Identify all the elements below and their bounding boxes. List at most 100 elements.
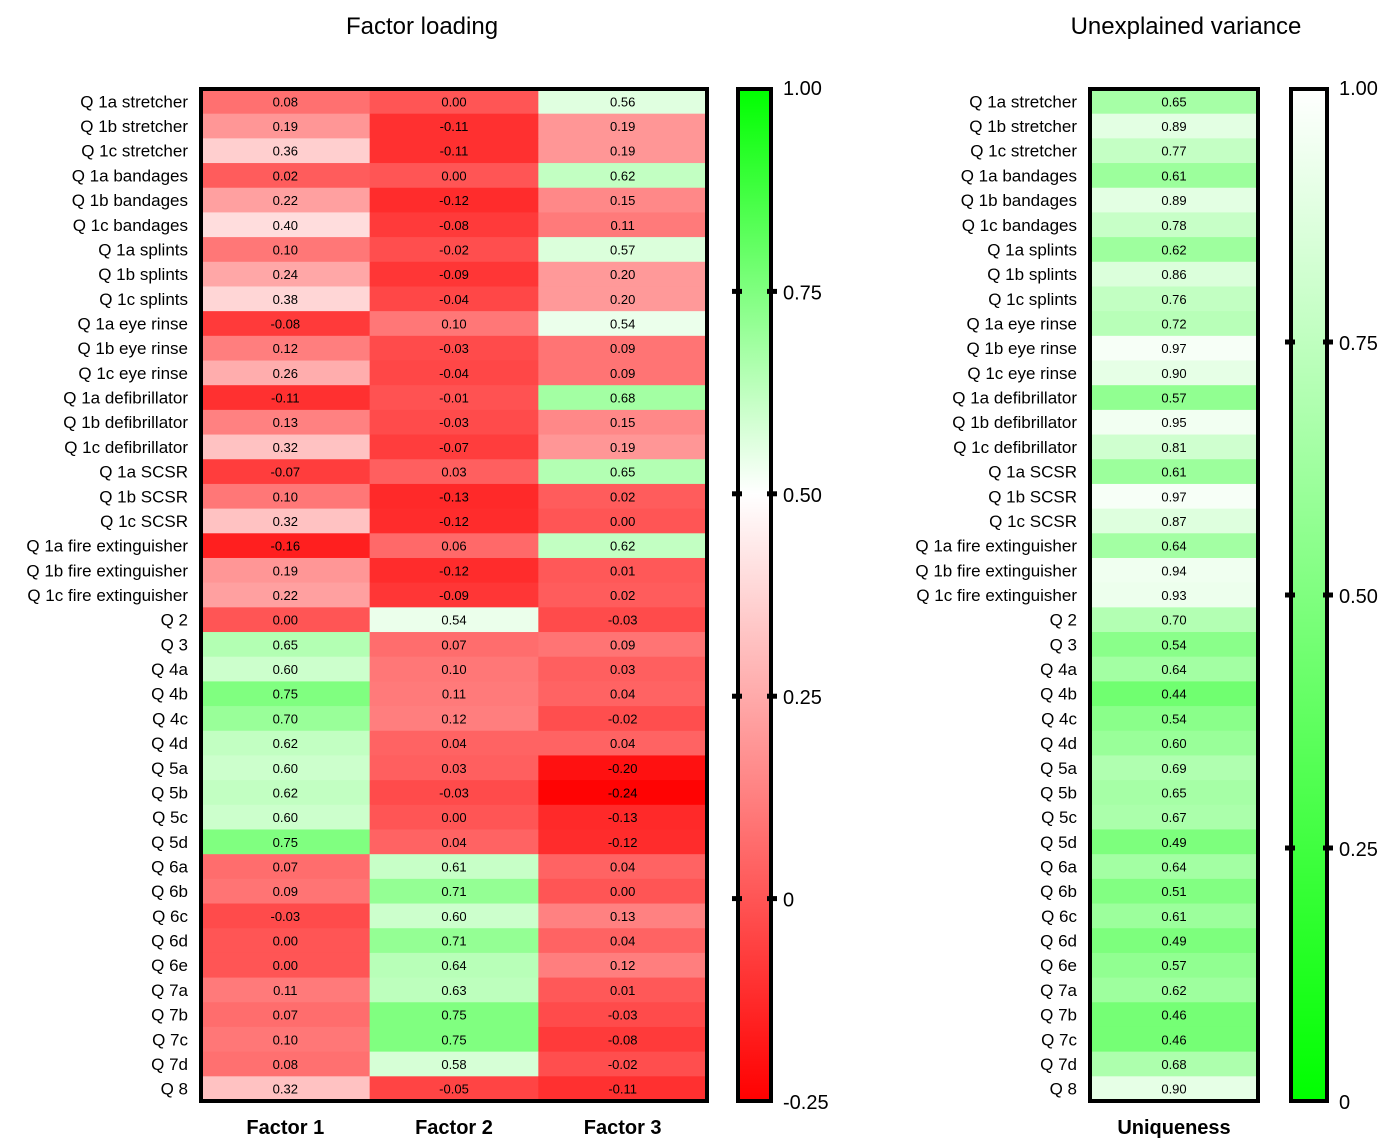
cell-value-label: 0.08 bbox=[273, 1057, 298, 1072]
cell-value-label: 0.00 bbox=[273, 934, 298, 949]
cell-value-label: 0.04 bbox=[610, 934, 635, 949]
cell-value-label: 0.02 bbox=[610, 489, 635, 504]
cell-value-label: 0.95 bbox=[1161, 415, 1186, 430]
cell-value-label: 0.04 bbox=[610, 860, 635, 875]
row-label: Q 1c stretcher bbox=[81, 142, 188, 161]
row-label: Q 1a bandages bbox=[961, 166, 1077, 185]
cell-value-label: 0.13 bbox=[273, 415, 298, 430]
cell-value-label: 0.04 bbox=[610, 687, 635, 702]
cell-value-label: 0.10 bbox=[273, 1032, 298, 1047]
cell-value-label: 0.00 bbox=[441, 94, 466, 109]
row-label: Q 6a bbox=[151, 858, 188, 877]
row-label: Q 5a bbox=[151, 759, 188, 778]
heatmap-cell bbox=[201, 483, 371, 510]
heatmap-cell bbox=[1090, 706, 1259, 732]
unexplained-variance-row-labels: Q 1a stretcher Q 1b stretcher Q 1c stretch… bbox=[915, 92, 1077, 1098]
cell-value-label: -0.11 bbox=[608, 1082, 637, 1097]
cell-value-label: -0.03 bbox=[271, 909, 301, 924]
cell-value-label: 0.93 bbox=[1161, 588, 1186, 603]
cell-value-label: 0.10 bbox=[441, 316, 466, 331]
row-label: Q 4d bbox=[151, 734, 188, 753]
row-label: Q 1c SCSR bbox=[100, 512, 188, 531]
heatmap-cell bbox=[538, 607, 708, 633]
cell-value-label: 0.19 bbox=[273, 119, 298, 134]
heatmap-cell bbox=[369, 780, 539, 806]
colorbar-tick-label: 0.75 bbox=[783, 282, 822, 304]
row-label: Q 6a bbox=[1040, 858, 1077, 877]
cell-value-label: 0.61 bbox=[1161, 168, 1186, 183]
cell-value-label: 0.65 bbox=[273, 637, 298, 652]
unexplained-variance-title: Unexplained variance bbox=[1071, 13, 1302, 40]
heatmap-cell bbox=[201, 903, 371, 929]
heatmap-cell bbox=[369, 483, 539, 510]
heatmap-cell bbox=[1090, 335, 1259, 362]
cell-value-label: 0.62 bbox=[610, 539, 635, 554]
row-label: Q 1c SCSR bbox=[989, 512, 1077, 531]
heatmap-cell bbox=[1090, 928, 1259, 954]
row-label: Q 1a defibrillator bbox=[63, 389, 188, 408]
heatmap-cell bbox=[369, 89, 539, 115]
heatmap-cell bbox=[369, 829, 539, 855]
heatmap-cell bbox=[538, 311, 708, 337]
cell-value-label: -0.08 bbox=[271, 316, 301, 331]
heatmap-cell bbox=[201, 163, 371, 189]
unexplained-variance-colorbar-ticks: 1.00 0.75 0.50 0.25 0 bbox=[1285, 78, 1378, 1114]
column-label: Factor 2 bbox=[415, 1117, 493, 1138]
cell-value-label: 0.01 bbox=[610, 983, 635, 998]
heatmap-cell bbox=[1090, 878, 1259, 905]
row-label: Q 6b bbox=[1040, 882, 1077, 901]
row-label: Q 1c splints bbox=[988, 290, 1077, 309]
row-label: Q 1b fire extinguisher bbox=[915, 561, 1077, 580]
row-label: Q 6e bbox=[1040, 956, 1077, 975]
heatmap-cell bbox=[538, 780, 708, 806]
row-label: Q 5c bbox=[152, 808, 188, 827]
cell-value-label: 0.11 bbox=[610, 218, 634, 233]
heatmap-cell bbox=[538, 829, 708, 855]
cell-value-label: 0.75 bbox=[273, 835, 298, 850]
heatmap-cell bbox=[538, 113, 708, 139]
heatmap-cell bbox=[1090, 409, 1259, 436]
cell-value-label: 0.70 bbox=[273, 711, 298, 726]
heatmap-cell bbox=[201, 878, 371, 905]
heatmap-cell bbox=[538, 582, 708, 608]
row-label: Q 7a bbox=[151, 981, 188, 1000]
heatmap-cell bbox=[538, 261, 708, 287]
colorbar-tick-label: 0 bbox=[1339, 1092, 1350, 1114]
cell-value-label: 0.75 bbox=[441, 1008, 466, 1023]
heatmap-cell bbox=[369, 459, 539, 485]
heatmap-cell bbox=[369, 335, 539, 362]
heatmap-cell bbox=[1090, 632, 1259, 658]
heatmap-cell bbox=[538, 286, 708, 312]
heatmap-cell bbox=[538, 237, 708, 263]
cell-value-label: 0.09 bbox=[273, 884, 298, 899]
heatmap-cell bbox=[369, 878, 539, 905]
row-label: Q 1c defibrillator bbox=[953, 438, 1077, 457]
heatmap-cell bbox=[1090, 311, 1259, 337]
heatmap-cell bbox=[201, 113, 371, 139]
cell-value-label: 0.94 bbox=[1161, 563, 1186, 578]
cell-value-label: -0.01 bbox=[439, 391, 469, 406]
cell-value-label: 0.81 bbox=[1161, 440, 1186, 455]
heatmap-cell bbox=[538, 89, 708, 115]
cell-value-label: 0.15 bbox=[610, 193, 635, 208]
cell-value-label: 0.22 bbox=[273, 193, 298, 208]
heatmap-cell bbox=[201, 952, 371, 979]
cell-value-label: 0.12 bbox=[273, 341, 298, 356]
cell-value-label: 0.71 bbox=[441, 934, 466, 949]
heatmap-cell bbox=[538, 878, 708, 905]
heatmap-cell bbox=[1090, 533, 1259, 559]
cell-value-label: 0.00 bbox=[441, 810, 466, 825]
row-label: Q 1c bandages bbox=[73, 216, 188, 235]
heatmap-cell bbox=[1090, 459, 1259, 485]
cell-value-label: 0.46 bbox=[1161, 1032, 1186, 1047]
cell-value-label: 0.62 bbox=[1161, 983, 1186, 998]
row-label: Q 1b eye rinse bbox=[966, 339, 1077, 358]
row-label: Q 1c eye rinse bbox=[967, 364, 1077, 383]
cell-value-label: -0.24 bbox=[608, 785, 638, 800]
heatmap-cell bbox=[369, 286, 539, 312]
cell-value-label: 0.70 bbox=[1161, 613, 1186, 628]
cell-value-label: -0.12 bbox=[439, 563, 469, 578]
cell-value-label: 0.26 bbox=[273, 366, 298, 381]
cell-value-label: 0.62 bbox=[273, 736, 298, 751]
cell-value-label: 0.89 bbox=[1161, 119, 1186, 134]
